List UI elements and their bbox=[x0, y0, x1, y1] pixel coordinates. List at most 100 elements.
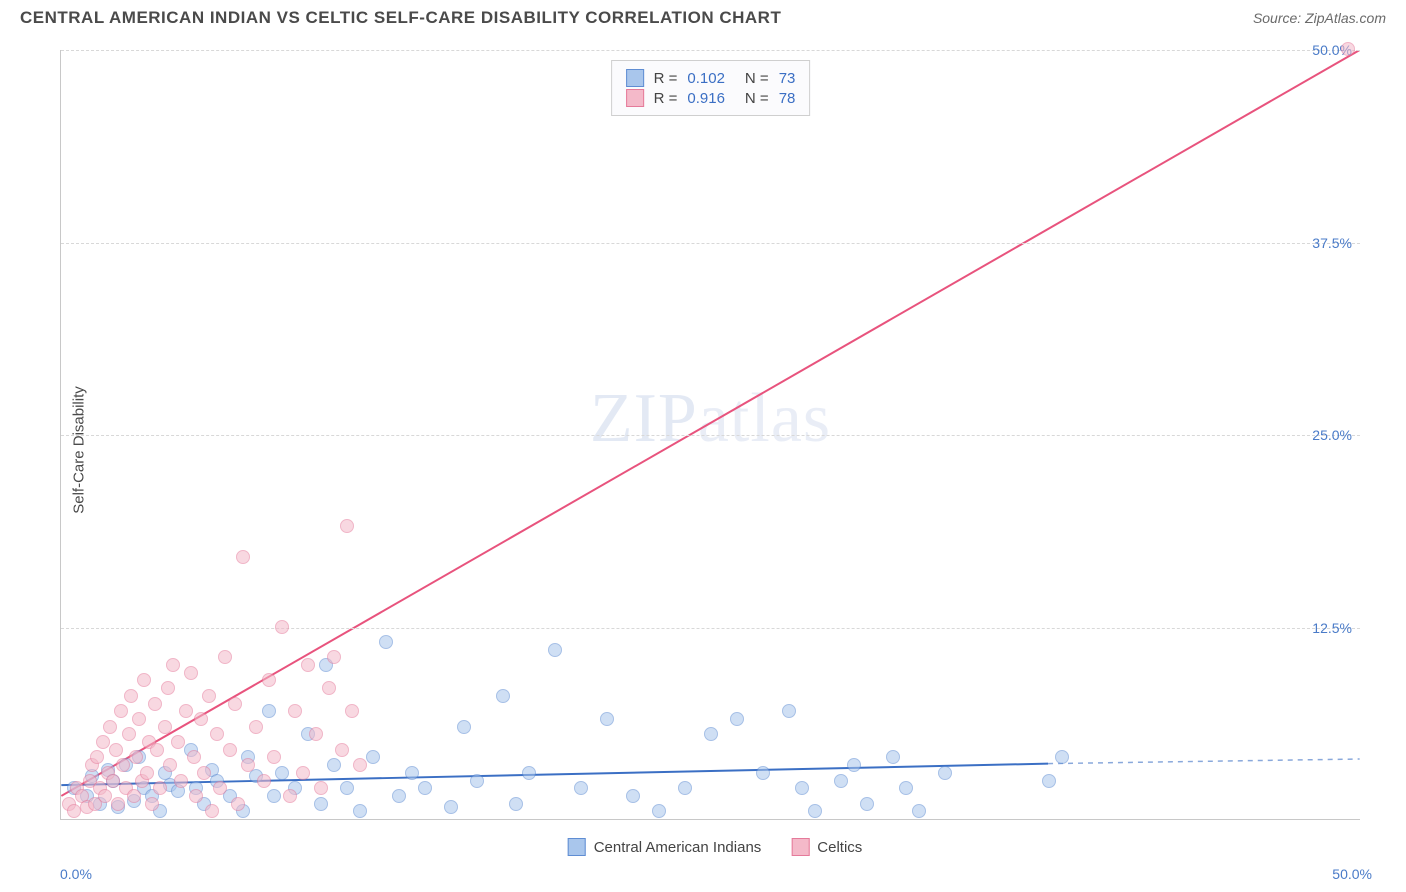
data-point bbox=[756, 766, 770, 780]
data-point bbox=[194, 712, 208, 726]
data-point bbox=[161, 681, 175, 695]
data-point bbox=[340, 781, 354, 795]
data-point bbox=[116, 758, 130, 772]
chart-source: Source: ZipAtlas.com bbox=[1253, 10, 1386, 26]
data-point bbox=[202, 689, 216, 703]
data-point bbox=[509, 797, 523, 811]
x-tick-start: 0.0% bbox=[60, 866, 92, 882]
data-point bbox=[257, 774, 271, 788]
data-point bbox=[98, 789, 112, 803]
data-point bbox=[124, 689, 138, 703]
data-point bbox=[600, 712, 614, 726]
n-value-a: 73 bbox=[779, 70, 796, 87]
legend-label: Central American Indians bbox=[594, 839, 762, 856]
r-value-a: 0.102 bbox=[687, 70, 725, 87]
data-point bbox=[296, 766, 310, 780]
n-label: N = bbox=[745, 90, 769, 107]
data-point bbox=[366, 750, 380, 764]
data-point bbox=[335, 743, 349, 757]
data-point bbox=[275, 766, 289, 780]
data-point bbox=[109, 743, 123, 757]
data-point bbox=[652, 804, 666, 818]
data-point bbox=[340, 519, 354, 533]
data-point bbox=[457, 720, 471, 734]
data-point bbox=[1042, 774, 1056, 788]
data-point bbox=[90, 750, 104, 764]
data-point bbox=[283, 789, 297, 803]
legend-label: Celtics bbox=[817, 839, 862, 856]
data-point bbox=[153, 781, 167, 795]
series-legend: Central American Indians Celtics bbox=[568, 838, 863, 856]
data-point bbox=[730, 712, 744, 726]
data-point bbox=[847, 758, 861, 772]
data-point bbox=[322, 681, 336, 695]
correlation-legend: R = 0.102 N = 73 R = 0.916 N = 78 bbox=[611, 60, 811, 116]
n-value-b: 78 bbox=[779, 90, 796, 107]
data-point bbox=[174, 774, 188, 788]
data-point bbox=[187, 750, 201, 764]
data-point bbox=[327, 650, 341, 664]
data-point bbox=[171, 735, 185, 749]
legend-item: Celtics bbox=[791, 838, 862, 856]
watermark-zip: ZIP bbox=[590, 380, 698, 457]
data-point bbox=[405, 766, 419, 780]
data-point bbox=[163, 758, 177, 772]
data-point bbox=[249, 720, 263, 734]
data-point bbox=[314, 797, 328, 811]
data-point bbox=[678, 781, 692, 795]
data-point bbox=[496, 689, 510, 703]
data-point bbox=[392, 789, 406, 803]
data-point bbox=[938, 766, 952, 780]
data-point bbox=[210, 727, 224, 741]
swatch-series-b bbox=[626, 89, 644, 107]
y-tick-label: 25.0% bbox=[1312, 427, 1352, 443]
data-point bbox=[150, 743, 164, 757]
plot-area: ZIPatlas R = 0.102 N = 73 R = 0.916 N = … bbox=[60, 50, 1360, 820]
data-point bbox=[1055, 750, 1069, 764]
chart-header: CENTRAL AMERICAN INDIAN VS CELTIC SELF-C… bbox=[0, 0, 1406, 32]
data-point bbox=[574, 781, 588, 795]
x-tick-end: 50.0% bbox=[1332, 866, 1372, 882]
data-point bbox=[103, 720, 117, 734]
legend-item: Central American Indians bbox=[568, 838, 762, 856]
legend-swatch bbox=[791, 838, 809, 856]
legend-swatch bbox=[568, 838, 586, 856]
data-point bbox=[129, 750, 143, 764]
data-point bbox=[127, 789, 141, 803]
r-label: R = bbox=[654, 70, 678, 87]
data-point bbox=[275, 620, 289, 634]
data-point bbox=[223, 743, 237, 757]
data-point bbox=[213, 781, 227, 795]
gridline bbox=[61, 243, 1360, 244]
chart-container: Self-Care Disability ZIPatlas R = 0.102 … bbox=[50, 40, 1380, 860]
data-point bbox=[267, 750, 281, 764]
data-point bbox=[166, 658, 180, 672]
data-point bbox=[137, 673, 151, 687]
r-value-b: 0.916 bbox=[687, 90, 725, 107]
data-point bbox=[96, 735, 110, 749]
data-point bbox=[353, 758, 367, 772]
data-point bbox=[189, 789, 203, 803]
data-point bbox=[626, 789, 640, 803]
data-point bbox=[912, 804, 926, 818]
data-point bbox=[241, 758, 255, 772]
y-tick-label: 37.5% bbox=[1312, 235, 1352, 251]
data-point bbox=[309, 727, 323, 741]
r-label: R = bbox=[654, 90, 678, 107]
data-point bbox=[197, 766, 211, 780]
data-point bbox=[782, 704, 796, 718]
data-point bbox=[1341, 42, 1355, 56]
data-point bbox=[148, 697, 162, 711]
legend-row-series-b: R = 0.916 N = 78 bbox=[626, 89, 796, 107]
gridline bbox=[61, 435, 1360, 436]
data-point bbox=[236, 550, 250, 564]
data-point bbox=[379, 635, 393, 649]
data-point bbox=[353, 804, 367, 818]
data-point bbox=[522, 766, 536, 780]
data-point bbox=[795, 781, 809, 795]
data-point bbox=[288, 704, 302, 718]
data-point bbox=[886, 750, 900, 764]
data-point bbox=[327, 758, 341, 772]
data-point bbox=[122, 727, 136, 741]
swatch-series-a bbox=[626, 69, 644, 87]
